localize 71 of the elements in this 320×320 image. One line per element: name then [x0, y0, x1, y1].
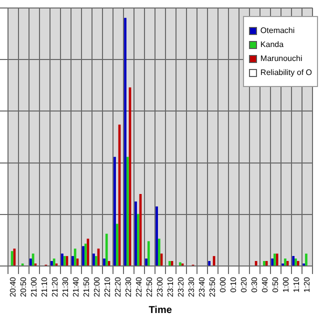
x-tick-label: 22:40 [134, 276, 144, 298]
bar [30, 258, 32, 266]
bar [168, 261, 171, 266]
bar [296, 261, 300, 266]
x-tick-label: 0:10 [229, 276, 238, 293]
bar [103, 258, 106, 266]
bar [52, 258, 56, 266]
bar [286, 261, 289, 266]
x-tick-label: 21:00 [29, 276, 38, 298]
x-tick-label: 22:20 [114, 276, 123, 298]
x-tick-label: 23:20 [176, 276, 186, 298]
bar [61, 254, 64, 266]
x-tick-label: 1:10 [292, 276, 302, 293]
x-tick-label: 21:50 [82, 276, 91, 298]
bar [50, 261, 53, 266]
x-tick-label: 0:40 [260, 276, 270, 293]
x-tick-label: 20:40 [8, 276, 18, 298]
bar [32, 254, 34, 266]
bar [178, 262, 182, 266]
bar [94, 256, 98, 266]
bar [72, 256, 74, 266]
x-tick-label: 1:20 [302, 276, 312, 293]
x-tick-label: 22:50 [145, 276, 154, 298]
x-tick-label: 0:20 [240, 276, 249, 293]
x-tick-label: 21:20 [50, 276, 60, 298]
bar [134, 201, 137, 266]
x-tick-label: 22:30 [124, 276, 134, 298]
bar [208, 261, 210, 266]
bar [92, 254, 95, 266]
bar [10, 251, 14, 266]
bar [292, 256, 295, 266]
legend-label: Kanda [260, 40, 284, 49]
bar [156, 206, 158, 266]
x-tick-label: 0:00 [218, 276, 228, 293]
bar [147, 241, 150, 266]
x-tick-label: 23:10 [166, 276, 176, 298]
bar [145, 258, 148, 266]
x-tick-label: 21:10 [40, 276, 49, 298]
x-tick-label: 20:50 [18, 276, 28, 298]
bar [126, 156, 129, 266]
x-tick-label: 0:50 [271, 276, 280, 293]
bar [63, 256, 66, 266]
bar [284, 258, 286, 266]
x-axis-title: Time [148, 304, 172, 316]
bar [116, 224, 118, 266]
legend-label: Otemachi [260, 26, 295, 35]
x-tick-label: 1:00 [282, 276, 291, 293]
x-tick-label: 23:30 [187, 276, 196, 298]
bar [263, 261, 266, 266]
bar [158, 238, 160, 266]
bar [82, 246, 84, 266]
bar [105, 234, 108, 266]
x-tick-label: 0:30 [250, 276, 260, 293]
legend-label: Marunouchi [260, 54, 302, 63]
bar [305, 254, 308, 266]
bar [114, 156, 116, 266]
bar [74, 248, 76, 266]
x-tick-label: 22:10 [103, 276, 112, 298]
bar [294, 258, 297, 266]
x-tick-label: 23:00 [156, 276, 165, 298]
bar [84, 244, 87, 266]
bar [136, 214, 140, 266]
x-tick-label: 21:40 [71, 276, 80, 298]
bar [271, 258, 274, 266]
bar [274, 254, 276, 266]
x-tick-label: 23:50 [208, 276, 218, 298]
legend-label: Reliability of O [260, 68, 312, 77]
x-tick-label: 23:40 [198, 276, 207, 298]
x-tick-label: 22:00 [92, 276, 102, 298]
bar [124, 18, 126, 266]
x-tick-label: 21:30 [60, 276, 70, 298]
